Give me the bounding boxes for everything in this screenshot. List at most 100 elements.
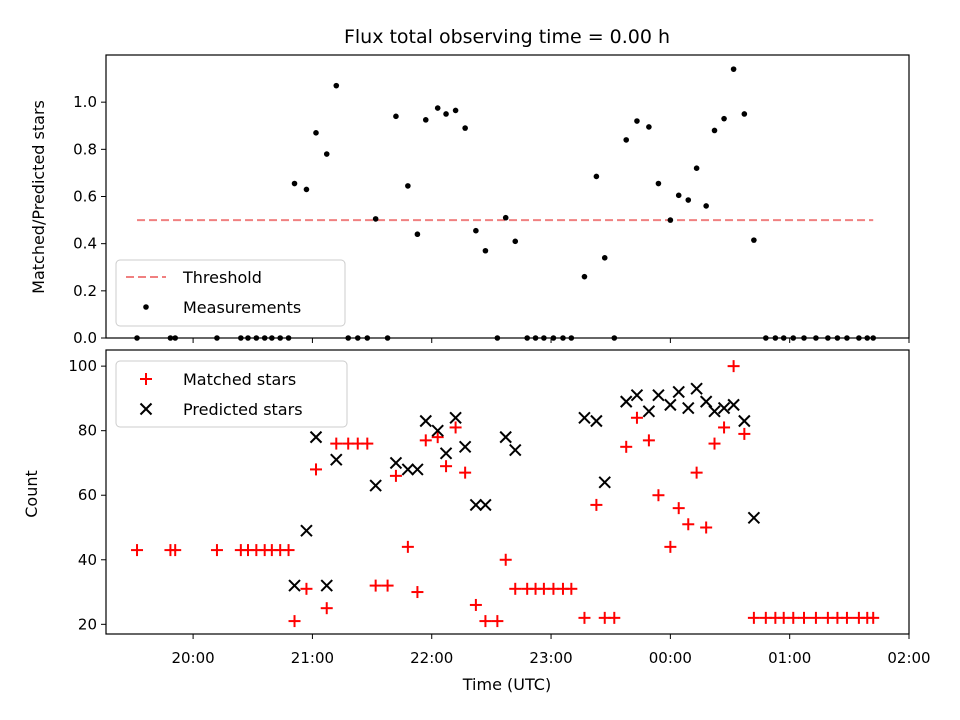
matched-star-point: [738, 427, 751, 440]
predicted-star-point: [672, 385, 685, 399]
top-x-ticks: [192, 338, 910, 343]
measurements-legend-label: Measurements: [183, 298, 301, 317]
measurement-point: [291, 180, 298, 187]
predicted-star-point-stroke: [620, 395, 633, 408]
predicted-star-point-stroke: [590, 414, 603, 428]
measurement-point: [452, 107, 459, 114]
matched-star-point: [672, 502, 685, 515]
predicted-star-point: [690, 382, 703, 395]
predicted-star-point-stroke: [747, 511, 761, 525]
matched-star-point: [330, 437, 343, 450]
predicted-star-point: [479, 498, 492, 512]
matched-star-point: [630, 411, 643, 424]
measurement-point: [646, 124, 652, 130]
matched-star-point: [652, 489, 665, 502]
predicted-star-point: [509, 443, 522, 457]
matched-star-point: [798, 611, 811, 624]
matched-star-point: [840, 611, 853, 624]
measurement-point: [323, 151, 330, 157]
predicted-star-point: [717, 401, 731, 415]
measurement-point: [512, 238, 519, 245]
predicted-star-point: [590, 414, 603, 428]
top-y-tick-label: 0.8: [73, 140, 97, 158]
measurement-point: [601, 255, 608, 261]
bottom-y-tick-label: 100: [68, 357, 97, 375]
predicted-star-point: [458, 440, 472, 454]
predicted-star-point-stroke: [499, 430, 512, 444]
top-y-ticks: 0.0 0.2 0.4 0.6 0.8 1.0: [73, 93, 106, 347]
matched-star-point: [787, 611, 800, 624]
matched-star-point: [727, 360, 740, 373]
predicted-star-point-stroke: [401, 463, 415, 476]
bottom-x-ticks: 20:00 21:00 22:00 23:00 00:00 01:00 02:00: [171, 634, 931, 667]
matched-star-point: [449, 421, 462, 434]
top-y-axis-label: Matched/Predicted stars: [29, 100, 48, 294]
predicted-star-point-stroke: [449, 411, 462, 424]
matched-star-point: [381, 579, 394, 592]
predicted-star-point-stroke: [458, 440, 472, 454]
predicted-star-point-stroke: [320, 579, 333, 592]
predicted-star-point-stroke: [690, 382, 703, 395]
predicted-star-point-stroke: [664, 398, 677, 412]
matched-star-point: [131, 544, 144, 557]
top-legend: Threshold Measurements: [115, 259, 346, 327]
predicted-star-point: [419, 414, 432, 428]
matched-stars-legend-label: Matched stars: [183, 370, 296, 389]
matched-star-point: [499, 553, 512, 566]
bottom-x-tick-label: 02:00: [887, 649, 930, 667]
matched-star-point: [491, 615, 504, 628]
predicted-star-point-stroke: [509, 443, 522, 457]
bottom-x-tick-label: 01:00: [768, 649, 811, 667]
matched-star-point: [169, 544, 182, 557]
matched-star-point: [700, 521, 713, 534]
matched-star-point: [361, 437, 374, 450]
measurement-point: [434, 105, 441, 111]
predicted-star-point: [598, 476, 611, 489]
measurement-point: [333, 82, 340, 89]
measurement-point: [703, 203, 709, 209]
predicted-star-point-stroke: [630, 388, 644, 402]
measurement-point: [655, 180, 662, 187]
top-axes-frame: [105, 54, 910, 339]
measurement-point: [667, 217, 674, 223]
predicted-star-point-stroke: [330, 453, 343, 466]
matched-star-point: [608, 611, 621, 624]
bottom-x-tick-label: 00:00: [649, 649, 692, 667]
predicted-star-point: [288, 579, 301, 592]
matched-star-point: [401, 540, 414, 553]
predicted-star-point-stroke: [578, 411, 591, 424]
predicted-star-point: [369, 479, 382, 492]
measurement-point: [623, 137, 630, 143]
bottom-x-tick-label: 23:00: [529, 649, 572, 667]
predicted-star-point-stroke: [672, 385, 685, 399]
matched-star-point: [809, 611, 822, 624]
predicted-star-point: [401, 463, 415, 476]
measurement-point: [393, 113, 399, 120]
predicted-star-point-stroke: [598, 476, 611, 489]
predicted-star-point-stroke: [419, 414, 432, 428]
predicted-star-point-stroke: [699, 395, 713, 408]
predicted-star-point-stroke: [727, 398, 740, 412]
predicted-star-point: [411, 463, 424, 476]
measurement-point: [313, 130, 319, 136]
matched-star-point: [867, 611, 880, 624]
predicted-star-point-stroke: [738, 414, 751, 428]
predicted-star-point: [300, 524, 313, 537]
matched-star-point: [590, 498, 603, 511]
predicted-star-point-stroke: [309, 430, 323, 444]
matched-star-point: [620, 440, 633, 453]
predicted-star-point: [389, 456, 403, 470]
matched-star-point: [642, 434, 655, 447]
predicted-star-point: [630, 388, 644, 402]
predicted-star-point: [727, 398, 740, 412]
predicted-star-point-stroke: [652, 388, 665, 402]
bottom-axes: 20 40 60 80 100 20:00 21:00 22:00 23:00 00:00 01:…: [22, 349, 931, 694]
matched-star-point: [411, 586, 424, 599]
bottom-x-tick-label: 22:00: [410, 649, 453, 667]
predicted-star-point-stroke: [411, 463, 424, 476]
matched-star-point: [282, 544, 295, 557]
threshold-legend-label: Threshold: [182, 268, 262, 287]
matched-star-point: [459, 466, 472, 479]
